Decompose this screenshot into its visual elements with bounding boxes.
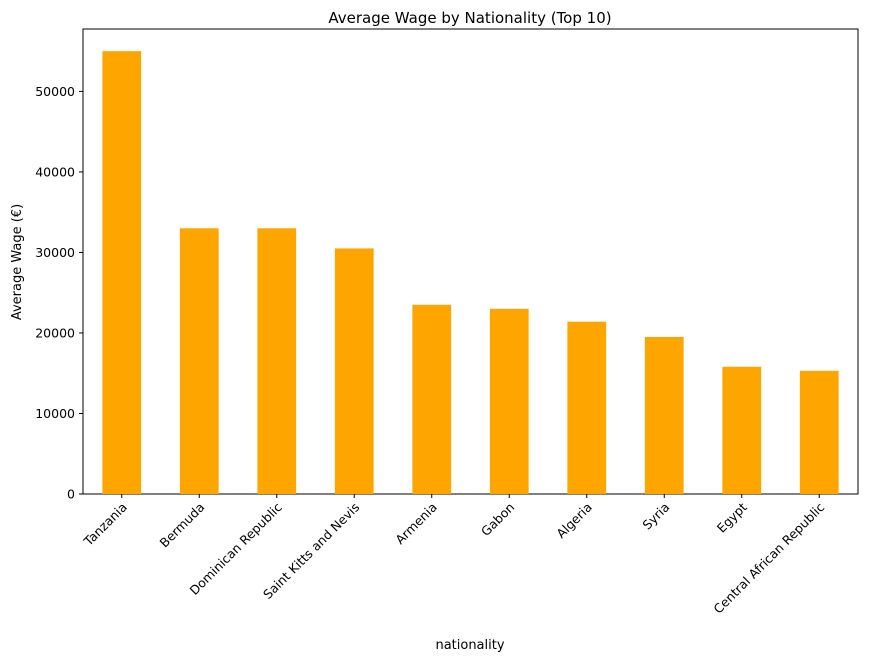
y-tick-label: 0 bbox=[67, 487, 75, 502]
x-tick-label: Gabon bbox=[478, 500, 517, 539]
y-tick-label: 10000 bbox=[35, 406, 75, 421]
bar-tanzania bbox=[102, 51, 142, 494]
bar-saint-kitts-and-nevis bbox=[334, 248, 374, 494]
bar-gabon bbox=[489, 308, 529, 494]
y-tick-label: 50000 bbox=[35, 84, 75, 99]
x-tick-label: Syria bbox=[639, 500, 672, 533]
y-tick-label: 40000 bbox=[35, 164, 75, 179]
y-tick-label: 20000 bbox=[35, 325, 75, 340]
x-tick-label: Egypt bbox=[714, 499, 750, 535]
chart-title: Average Wage by Nationality (Top 10) bbox=[328, 9, 611, 27]
bars-group bbox=[102, 51, 839, 495]
x-tick-label: Bermuda bbox=[157, 500, 208, 551]
x-tick-label: Tanzania bbox=[80, 500, 130, 550]
bar-dominican-republic bbox=[257, 228, 297, 495]
x-tick-label: Armenia bbox=[392, 500, 440, 548]
y-tick-label: 30000 bbox=[35, 245, 75, 260]
bar-algeria bbox=[567, 321, 607, 494]
y-axis-ticks: 0 10000 20000 30000 40000 50000 bbox=[35, 84, 83, 502]
bar-armenia bbox=[412, 304, 452, 494]
y-axis-label: Average Wage (€) bbox=[10, 204, 25, 320]
bar-bermuda bbox=[179, 228, 219, 495]
bar-egypt bbox=[722, 366, 762, 494]
bar-syria bbox=[644, 336, 684, 494]
plot-area-frame bbox=[82, 28, 859, 495]
bar-central-african-republic bbox=[799, 370, 839, 494]
x-tick-label: Algeria bbox=[553, 500, 595, 542]
x-axis-label: nationality bbox=[435, 638, 504, 653]
